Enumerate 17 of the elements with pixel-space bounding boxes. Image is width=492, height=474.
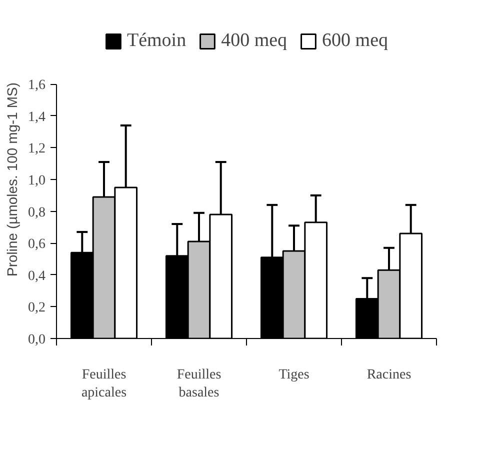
x-tick-label: Tiges xyxy=(278,368,310,382)
y-tick-label: 0,8 xyxy=(28,205,46,220)
y-tick-label: 0,0 xyxy=(28,332,46,348)
y-axis-title: Proline (µmoles. 100 mg-1 MS) xyxy=(4,82,20,277)
y-tick-label: 1,2 xyxy=(28,142,46,157)
x-tick-label: Feuilles basales xyxy=(176,368,222,400)
y-tick-label: 1,0 xyxy=(28,174,46,188)
legend-label: 400 meq xyxy=(221,30,288,52)
x-tick-label: Racines xyxy=(366,368,412,382)
legend-label: Témoin xyxy=(126,30,186,52)
y-tick-label: 0,4 xyxy=(28,268,46,284)
y-tick-label: 0,2 xyxy=(28,300,46,316)
y-tick-label: 1,4 xyxy=(28,110,46,125)
x-tick-label: Feuilles apicales xyxy=(81,368,127,400)
y-tick-label: 1,6 xyxy=(28,78,46,94)
y-tick-label: 0,6 xyxy=(28,237,46,252)
legend-label: 600 meq xyxy=(322,30,388,52)
